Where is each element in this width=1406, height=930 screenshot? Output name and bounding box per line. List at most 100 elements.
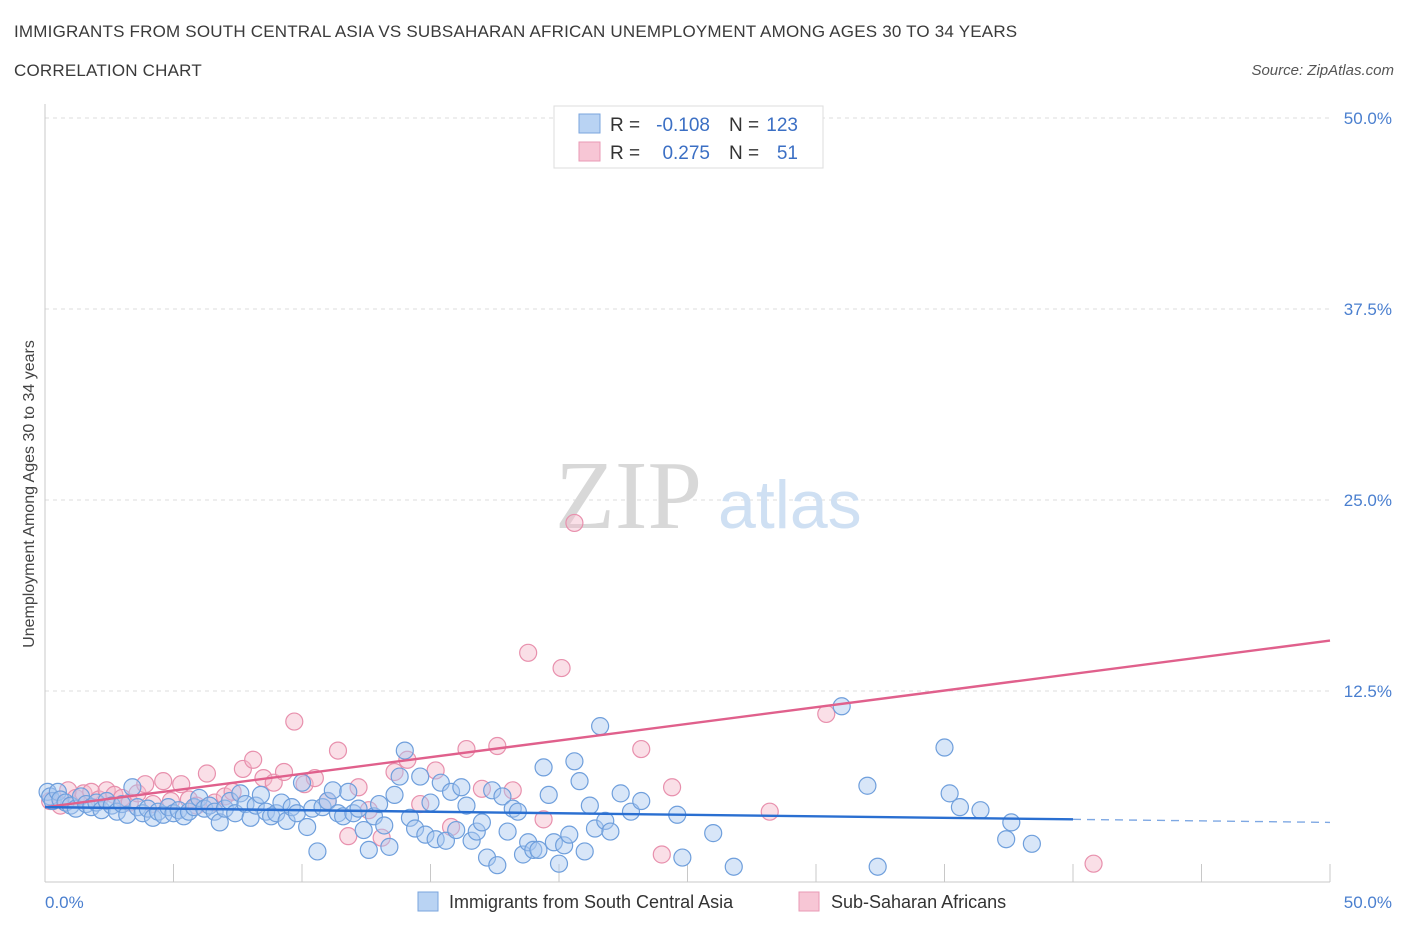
blue-point-91 bbox=[498, 822, 517, 841]
tick-labels: 12.5% 25.0% 37.5% 50.0% 0.0% 50.0% bbox=[45, 109, 1392, 912]
pink-point-54 bbox=[817, 704, 836, 724]
chart-title: IMMIGRANTS FROM SOUTH CENTRAL ASIA VS SU… bbox=[14, 22, 1018, 41]
stats-legend: R = -0.108 N = 123 R = 0.275 N = 51 bbox=[553, 105, 824, 169]
blue-point-75 bbox=[416, 825, 435, 844]
blue-point-108 bbox=[585, 819, 605, 838]
blue-point-58 bbox=[328, 804, 348, 823]
blue-point-86 bbox=[472, 813, 491, 832]
blue-point-60 bbox=[339, 782, 358, 801]
pink-point-49 bbox=[565, 513, 584, 533]
blue-point-110 bbox=[596, 811, 615, 830]
legend-n-value-pink: 51 bbox=[777, 143, 798, 164]
blue-point-76 bbox=[421, 793, 440, 812]
blue-point-127 bbox=[1002, 813, 1021, 832]
blue-point-83 bbox=[457, 796, 476, 815]
blue-point-17 bbox=[118, 805, 137, 824]
pink-point-32 bbox=[328, 741, 348, 760]
y-tick-label-1: 25.0% bbox=[1344, 491, 1392, 510]
blue-point-96 bbox=[524, 840, 543, 860]
legend-r-label-blue: R = bbox=[610, 115, 640, 136]
blue-point-35 bbox=[210, 813, 229, 832]
y-axis-label: Unemployment Among Ages 30 to 34 years bbox=[21, 340, 38, 648]
blue-point-51 bbox=[292, 773, 312, 792]
blue-point-106 bbox=[575, 842, 594, 861]
blue-point-90 bbox=[493, 787, 512, 806]
blue-point-114 bbox=[632, 791, 651, 811]
blue-point-54 bbox=[308, 842, 327, 861]
x-tick-label-0: 0.0% bbox=[45, 893, 84, 912]
pink-point-23 bbox=[233, 759, 252, 779]
pink-point-53 bbox=[760, 802, 779, 821]
blue-point-124 bbox=[950, 798, 970, 817]
blue-point-97 bbox=[529, 840, 548, 860]
pink-trend-line bbox=[44, 639, 1331, 809]
blue-trend-line bbox=[44, 805, 1074, 821]
blue-point-31 bbox=[190, 788, 209, 808]
blue-point-104 bbox=[565, 752, 584, 771]
blue-point-100 bbox=[544, 833, 563, 852]
blue-point-48 bbox=[277, 811, 296, 830]
blue-point-103 bbox=[560, 825, 579, 844]
watermark-atlas: atlas bbox=[718, 467, 862, 543]
bottom-legend-swatch-pink bbox=[798, 891, 820, 912]
y-tick-label-2: 37.5% bbox=[1344, 300, 1392, 319]
pink-point-47 bbox=[534, 810, 553, 829]
blue-point-64 bbox=[359, 840, 378, 860]
blue-point-43 bbox=[251, 785, 270, 805]
blue-point-70 bbox=[390, 767, 409, 786]
blue-point-12 bbox=[92, 801, 111, 820]
bottom-legend-label-blue: Immigrants from South Central Asia bbox=[449, 892, 734, 912]
chart-subtitle: CORRELATION CHART bbox=[14, 61, 202, 80]
blue-point-18 bbox=[123, 778, 142, 797]
source-label: Source: ZipAtlas.com bbox=[1251, 62, 1394, 79]
legend-r-value-pink: 0.275 bbox=[662, 143, 710, 164]
blue-point-68 bbox=[380, 837, 399, 856]
blue-point-102 bbox=[555, 836, 574, 855]
pink-point-44 bbox=[488, 736, 507, 756]
blue-point-101 bbox=[549, 854, 569, 873]
pink-point-42 bbox=[457, 739, 476, 759]
pink-point-46 bbox=[519, 643, 538, 662]
blue-point-34 bbox=[205, 802, 224, 821]
blue-point-71 bbox=[395, 741, 414, 760]
blue-point-98 bbox=[534, 758, 553, 777]
blue-point-88 bbox=[483, 781, 502, 800]
blue-point-116 bbox=[673, 848, 692, 867]
blue-point-63 bbox=[354, 820, 373, 840]
watermark-zip: ZIP bbox=[555, 442, 702, 550]
blue-point-59 bbox=[334, 807, 353, 826]
blue-point-121 bbox=[868, 857, 887, 876]
blue-point-128 bbox=[1022, 834, 1041, 853]
blue-point-112 bbox=[611, 784, 630, 803]
legend-swatch-blue bbox=[578, 113, 601, 134]
x-tick-label-1: 50.0% bbox=[1344, 893, 1392, 912]
legend-n-value-blue: 123 bbox=[766, 115, 798, 136]
bottom-legend-swatch-blue bbox=[417, 891, 439, 912]
blue-point-87 bbox=[477, 848, 497, 867]
blue-point-82 bbox=[452, 778, 471, 797]
blue-point-111 bbox=[601, 822, 620, 841]
blue-point-69 bbox=[385, 785, 404, 805]
blue-point-85 bbox=[467, 822, 486, 841]
gridlines bbox=[45, 117, 1330, 692]
blue-point-119 bbox=[832, 697, 851, 716]
blue-point-78 bbox=[431, 773, 450, 792]
pink-point-48 bbox=[552, 658, 571, 678]
blue-point-66 bbox=[370, 794, 389, 814]
blue-point-99 bbox=[539, 785, 558, 805]
blue-series-points bbox=[38, 697, 1041, 876]
bottom-legend: Immigrants from South Central Asia Sub-S… bbox=[417, 891, 1006, 912]
blue-trend-line-dashed bbox=[1072, 818, 1331, 824]
pink-point-52 bbox=[662, 778, 682, 797]
pink-point-41 bbox=[441, 817, 461, 837]
blue-point-125 bbox=[971, 801, 990, 820]
pink-point-51 bbox=[632, 739, 651, 759]
y-tick-label-0: 12.5% bbox=[1344, 682, 1392, 701]
watermark: ZIP atlas bbox=[555, 442, 862, 550]
y-tick-label-3: 50.0% bbox=[1344, 109, 1392, 128]
blue-point-109 bbox=[591, 717, 610, 736]
pink-point-28 bbox=[285, 712, 304, 731]
blue-point-120 bbox=[858, 776, 877, 795]
legend-n-label-pink: N = bbox=[729, 143, 759, 164]
pink-point-55 bbox=[1084, 854, 1103, 873]
